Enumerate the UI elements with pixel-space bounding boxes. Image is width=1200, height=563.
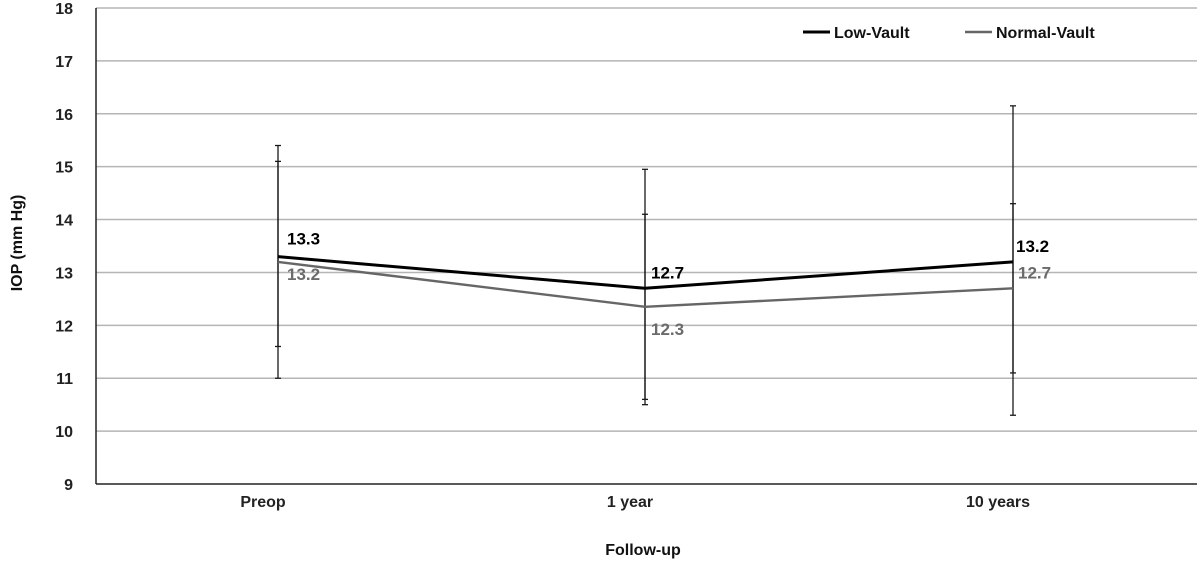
data-label-normal-vault: 13.2 [287,265,320,284]
data-label-low-vault: 13.2 [1016,237,1049,256]
data-label-normal-vault: 12.7 [1018,263,1051,282]
data-label-low-vault: 13.3 [287,230,320,249]
y-tick-label: 18 [55,1,73,18]
y-tick-label: 15 [55,160,73,177]
y-tick-label: 9 [64,477,73,494]
axes: 9 10 11 12 13 14 15 16 17 18 Preop 1 year 10 years [55,1,1197,511]
series-lines [277,255,1014,308]
legend: Low-Vault Normal-Vault [803,25,1095,42]
y-tick-label: 13 [55,265,73,282]
y-tick-label: 16 [55,107,73,124]
y-tick-label: 17 [55,54,73,71]
gridlines [96,7,1197,432]
y-tick-label: 14 [55,213,73,230]
error-bars [275,105,1016,416]
y-tick-label: 11 [56,371,73,388]
legend-label-low-vault: Low-Vault [834,25,910,42]
x-axis-title: Follow-up [605,542,681,559]
y-axis-title: IOP (mm Hg) [9,195,26,292]
legend-label-normal-vault: Normal-Vault [996,25,1095,42]
data-label-low-vault: 12.7 [651,263,684,282]
data-labels: 13.3 12.7 13.2 13.2 12.3 12.7 [287,230,1051,339]
series-line-normal-vault [277,260,1014,308]
x-tick-label: 10 years [966,494,1030,511]
data-label-normal-vault: 12.3 [651,320,684,339]
series-line-low-vault [277,255,1014,290]
x-tick-label: Preop [240,494,286,511]
x-tick-label: 1 year [607,494,653,511]
y-tick-label: 10 [55,424,73,441]
y-tick-label: 12 [55,318,73,335]
